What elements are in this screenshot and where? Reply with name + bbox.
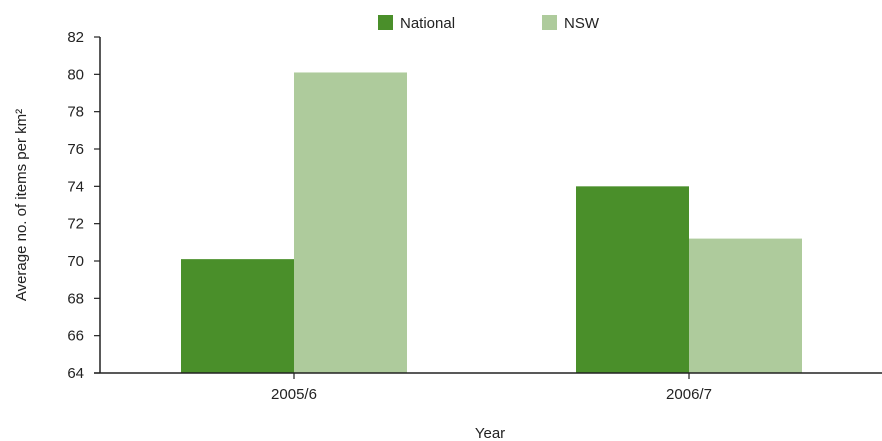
x-axis-title: Year — [475, 425, 505, 441]
y-tick-label: 66 — [67, 328, 84, 345]
legend-label-national: National — [400, 15, 455, 32]
y-tick-label: 74 — [67, 178, 84, 195]
x-tick-label: 2005/6 — [271, 386, 317, 403]
bar-national-0 — [181, 259, 294, 373]
x-tick-label: 2006/7 — [666, 386, 712, 403]
bar-nsw-0 — [294, 72, 407, 373]
legend-swatch-nsw — [542, 15, 557, 30]
bars — [181, 72, 802, 373]
legend-swatch-national — [378, 15, 393, 30]
y-tick-label: 70 — [67, 253, 84, 270]
y-tick-label: 72 — [67, 216, 84, 233]
legend: National NSW — [378, 15, 600, 32]
y-tick-label: 78 — [67, 104, 84, 121]
y-tick-label: 76 — [67, 141, 84, 158]
y-axis-title: Average no. of items per km² — [13, 109, 30, 301]
y-axis: 64 66 68 70 72 74 76 78 80 82 — [67, 29, 101, 382]
legend-label-nsw: NSW — [564, 15, 600, 32]
y-tick-label: 64 — [67, 365, 84, 382]
y-tick-label: 68 — [67, 290, 84, 307]
bar-nsw-1 — [689, 238, 802, 373]
bar-national-1 — [576, 186, 689, 373]
y-tick-label: 80 — [67, 66, 84, 83]
x-axis: 2005/6 2006/7 — [94, 372, 882, 403]
y-tick-label: 82 — [67, 29, 84, 46]
